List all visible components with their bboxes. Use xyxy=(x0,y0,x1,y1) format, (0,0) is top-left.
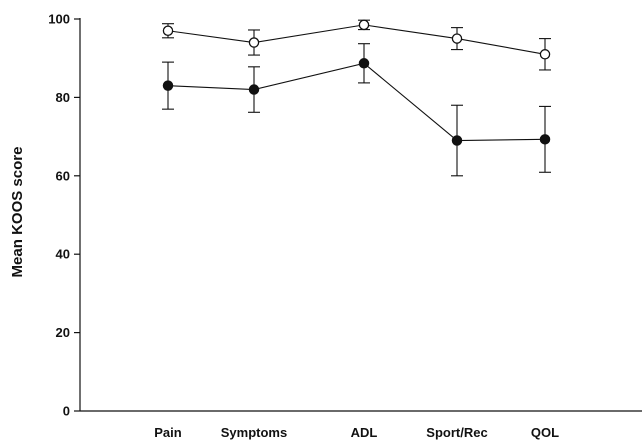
x-tick-label: ADL xyxy=(351,425,378,440)
series-layer xyxy=(162,19,551,177)
x-tick-label: Sport/Rec xyxy=(426,425,487,440)
x-tick-label: Pain xyxy=(154,425,182,440)
y-tick-label: 100 xyxy=(48,12,70,27)
filled-circle-point xyxy=(162,80,174,91)
y-tick-label: 0 xyxy=(63,404,70,419)
series-line xyxy=(167,62,546,142)
filled-circle-point xyxy=(358,58,370,69)
x-tick-label: QOL xyxy=(531,425,559,440)
open-circle-point xyxy=(248,37,260,48)
y-axis-title: Mean KOOS score xyxy=(9,147,26,278)
axes: 0 20 40 60 80 100 Pain Symptoms ADL Sport/Rec QOL xyxy=(48,12,642,440)
y-tick-label: 60 xyxy=(56,168,70,183)
series-2 xyxy=(162,43,551,177)
filled-circle-point xyxy=(248,84,260,95)
open-circle-point xyxy=(162,25,174,37)
open-circle-point xyxy=(358,19,370,31)
series-1 xyxy=(162,19,551,71)
open-circle-point xyxy=(451,33,463,44)
y-tick-label: 40 xyxy=(56,247,70,262)
x-tick-label: Symptoms xyxy=(221,425,287,440)
y-tick-label: 80 xyxy=(56,90,70,105)
series-line xyxy=(167,24,546,55)
filled-circle-point xyxy=(539,134,551,145)
open-circle-point xyxy=(539,49,551,60)
filled-circle-point xyxy=(451,135,463,146)
y-tick-label: 20 xyxy=(56,325,70,340)
